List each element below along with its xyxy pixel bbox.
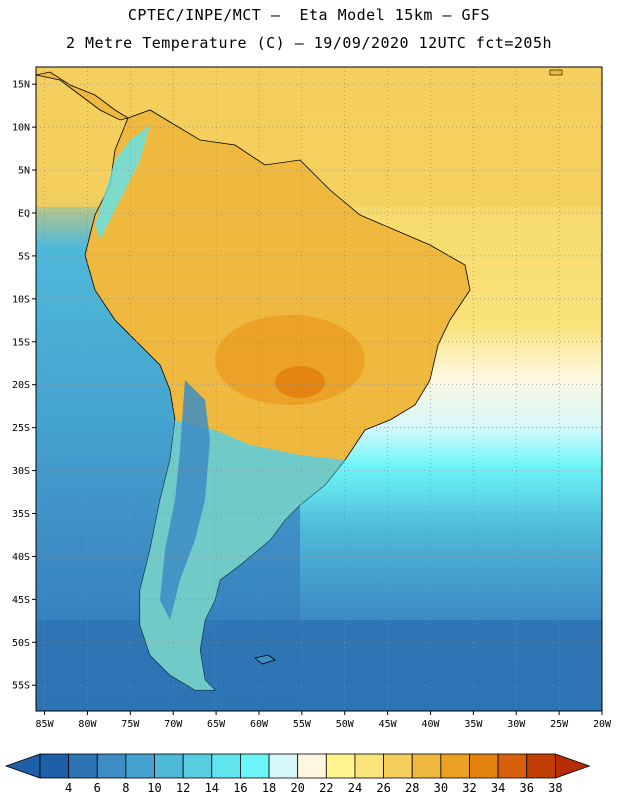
colorbar: 4 6 8 10 12 14 16 18 20 22 24 26 28 30 32 34 36 38 xyxy=(4,753,591,795)
longitude-axis: 85W 80W 75W 70W 65W 60W 55W 50W 45W 40W 35W 30W 25W 2… xyxy=(36,711,612,730)
colorbar-swatch xyxy=(325,753,356,779)
colorbar-label: 22 xyxy=(319,781,333,795)
colorbar-under-arrow xyxy=(4,753,41,779)
colorbar-label: 32 xyxy=(462,781,476,795)
caribbean-island xyxy=(549,69,563,76)
lat-tick-label: 10S xyxy=(12,294,30,305)
lon-tick-label: 50W xyxy=(336,719,355,730)
latitude-axis: 15N 10N 5N EQ 5S 10S 15S 20S 25S 30S 35S 40S 45S 50S 5… xyxy=(12,80,36,692)
lon-tick-label: 45W xyxy=(379,719,398,730)
lat-tick-label: 45S xyxy=(12,595,30,606)
colorbar-swatch xyxy=(526,753,556,779)
central-warm-core xyxy=(215,315,365,405)
colorbar-label: 16 xyxy=(233,781,247,795)
central-america-land xyxy=(36,71,130,121)
lat-tick-label: 10N xyxy=(12,123,30,134)
graticule xyxy=(36,67,602,711)
colorbar-swatch xyxy=(469,753,499,779)
colorbar-label: 30 xyxy=(434,781,448,795)
colorbar-label: 38 xyxy=(548,781,562,795)
colorbar-swatch xyxy=(411,753,442,779)
falkland-islands xyxy=(254,654,276,665)
colorbar-swatch xyxy=(96,753,127,779)
lat-tick-label: 15N xyxy=(12,80,30,91)
colorbar-label: 26 xyxy=(376,781,390,795)
colorbar-swatch xyxy=(68,753,98,779)
colorbar-swatch xyxy=(240,753,270,779)
colorbar-swatch xyxy=(125,753,155,779)
lon-tick-label: 55W xyxy=(293,719,312,730)
andes-cold xyxy=(160,380,210,620)
lon-tick-label: 25W xyxy=(550,719,569,730)
colorbar-swatch xyxy=(440,753,470,779)
lat-tick-label: 15S xyxy=(12,337,30,348)
colorbar-label: 4 xyxy=(65,781,72,795)
colorbar-swatch xyxy=(182,753,213,779)
lat-tick-label: 30S xyxy=(12,466,30,477)
lon-tick-label: 30W xyxy=(507,719,526,730)
colorbar-swatch xyxy=(154,753,184,779)
lat-tick-label: 35S xyxy=(12,509,30,520)
colorbar-over-arrow xyxy=(554,753,591,779)
lat-tick-label: 40S xyxy=(12,552,30,563)
lon-tick-label: 20W xyxy=(593,719,612,730)
colorbar-swatch xyxy=(497,753,528,779)
colorbar-label: 20 xyxy=(290,781,304,795)
lon-tick-label: 35W xyxy=(464,719,483,730)
hot-spot xyxy=(275,366,325,398)
colorbar-swatch xyxy=(268,753,299,779)
lon-tick-label: 65W xyxy=(207,719,226,730)
colorbar-label: 10 xyxy=(147,781,161,795)
colorbar-swatch xyxy=(297,753,327,779)
colorbar-label: 12 xyxy=(176,781,190,795)
lon-tick-label: 70W xyxy=(164,719,183,730)
colorbar-label: 28 xyxy=(405,781,419,795)
northern-andes-cool xyxy=(95,125,150,240)
colorbar-label: 34 xyxy=(491,781,505,795)
colorbar-label: 24 xyxy=(348,781,362,795)
lon-tick-label: 40W xyxy=(421,719,440,730)
lon-tick-label: 80W xyxy=(78,719,97,730)
lat-tick-label: 5N xyxy=(18,166,30,177)
colorbar-label: 6 xyxy=(94,781,101,795)
map-title: CPTEC/INPE/MCT – Eta Model 15km – GFS xyxy=(127,6,491,24)
lat-tick-label: 50S xyxy=(12,638,30,649)
colorbar-swatch xyxy=(383,753,413,779)
map-field xyxy=(36,67,602,711)
map-subtitle: 2 Metre Temperature (C) – 19/09/2020 12U… xyxy=(65,34,553,52)
lat-tick-label: 5S xyxy=(18,251,30,262)
lon-tick-label: 60W xyxy=(250,719,269,730)
colorbar-label: 18 xyxy=(262,781,276,795)
colorbar-swatch xyxy=(211,753,241,779)
lat-tick-label: EQ xyxy=(18,208,30,219)
colorbar-swatch xyxy=(39,753,70,779)
southern-cold-band xyxy=(36,620,602,711)
map-frame xyxy=(35,66,603,712)
colorbar-label: 14 xyxy=(205,781,219,795)
colorbar-label: 36 xyxy=(520,781,534,795)
lat-tick-label: 25S xyxy=(12,423,30,434)
lat-tick-label: 55S xyxy=(12,681,30,692)
colorbar-swatch xyxy=(354,753,384,779)
lat-tick-label: 20S xyxy=(12,380,30,391)
lon-tick-label: 85W xyxy=(36,719,55,730)
colorbar-label: 8 xyxy=(122,781,129,795)
lon-tick-label: 75W xyxy=(121,719,140,730)
